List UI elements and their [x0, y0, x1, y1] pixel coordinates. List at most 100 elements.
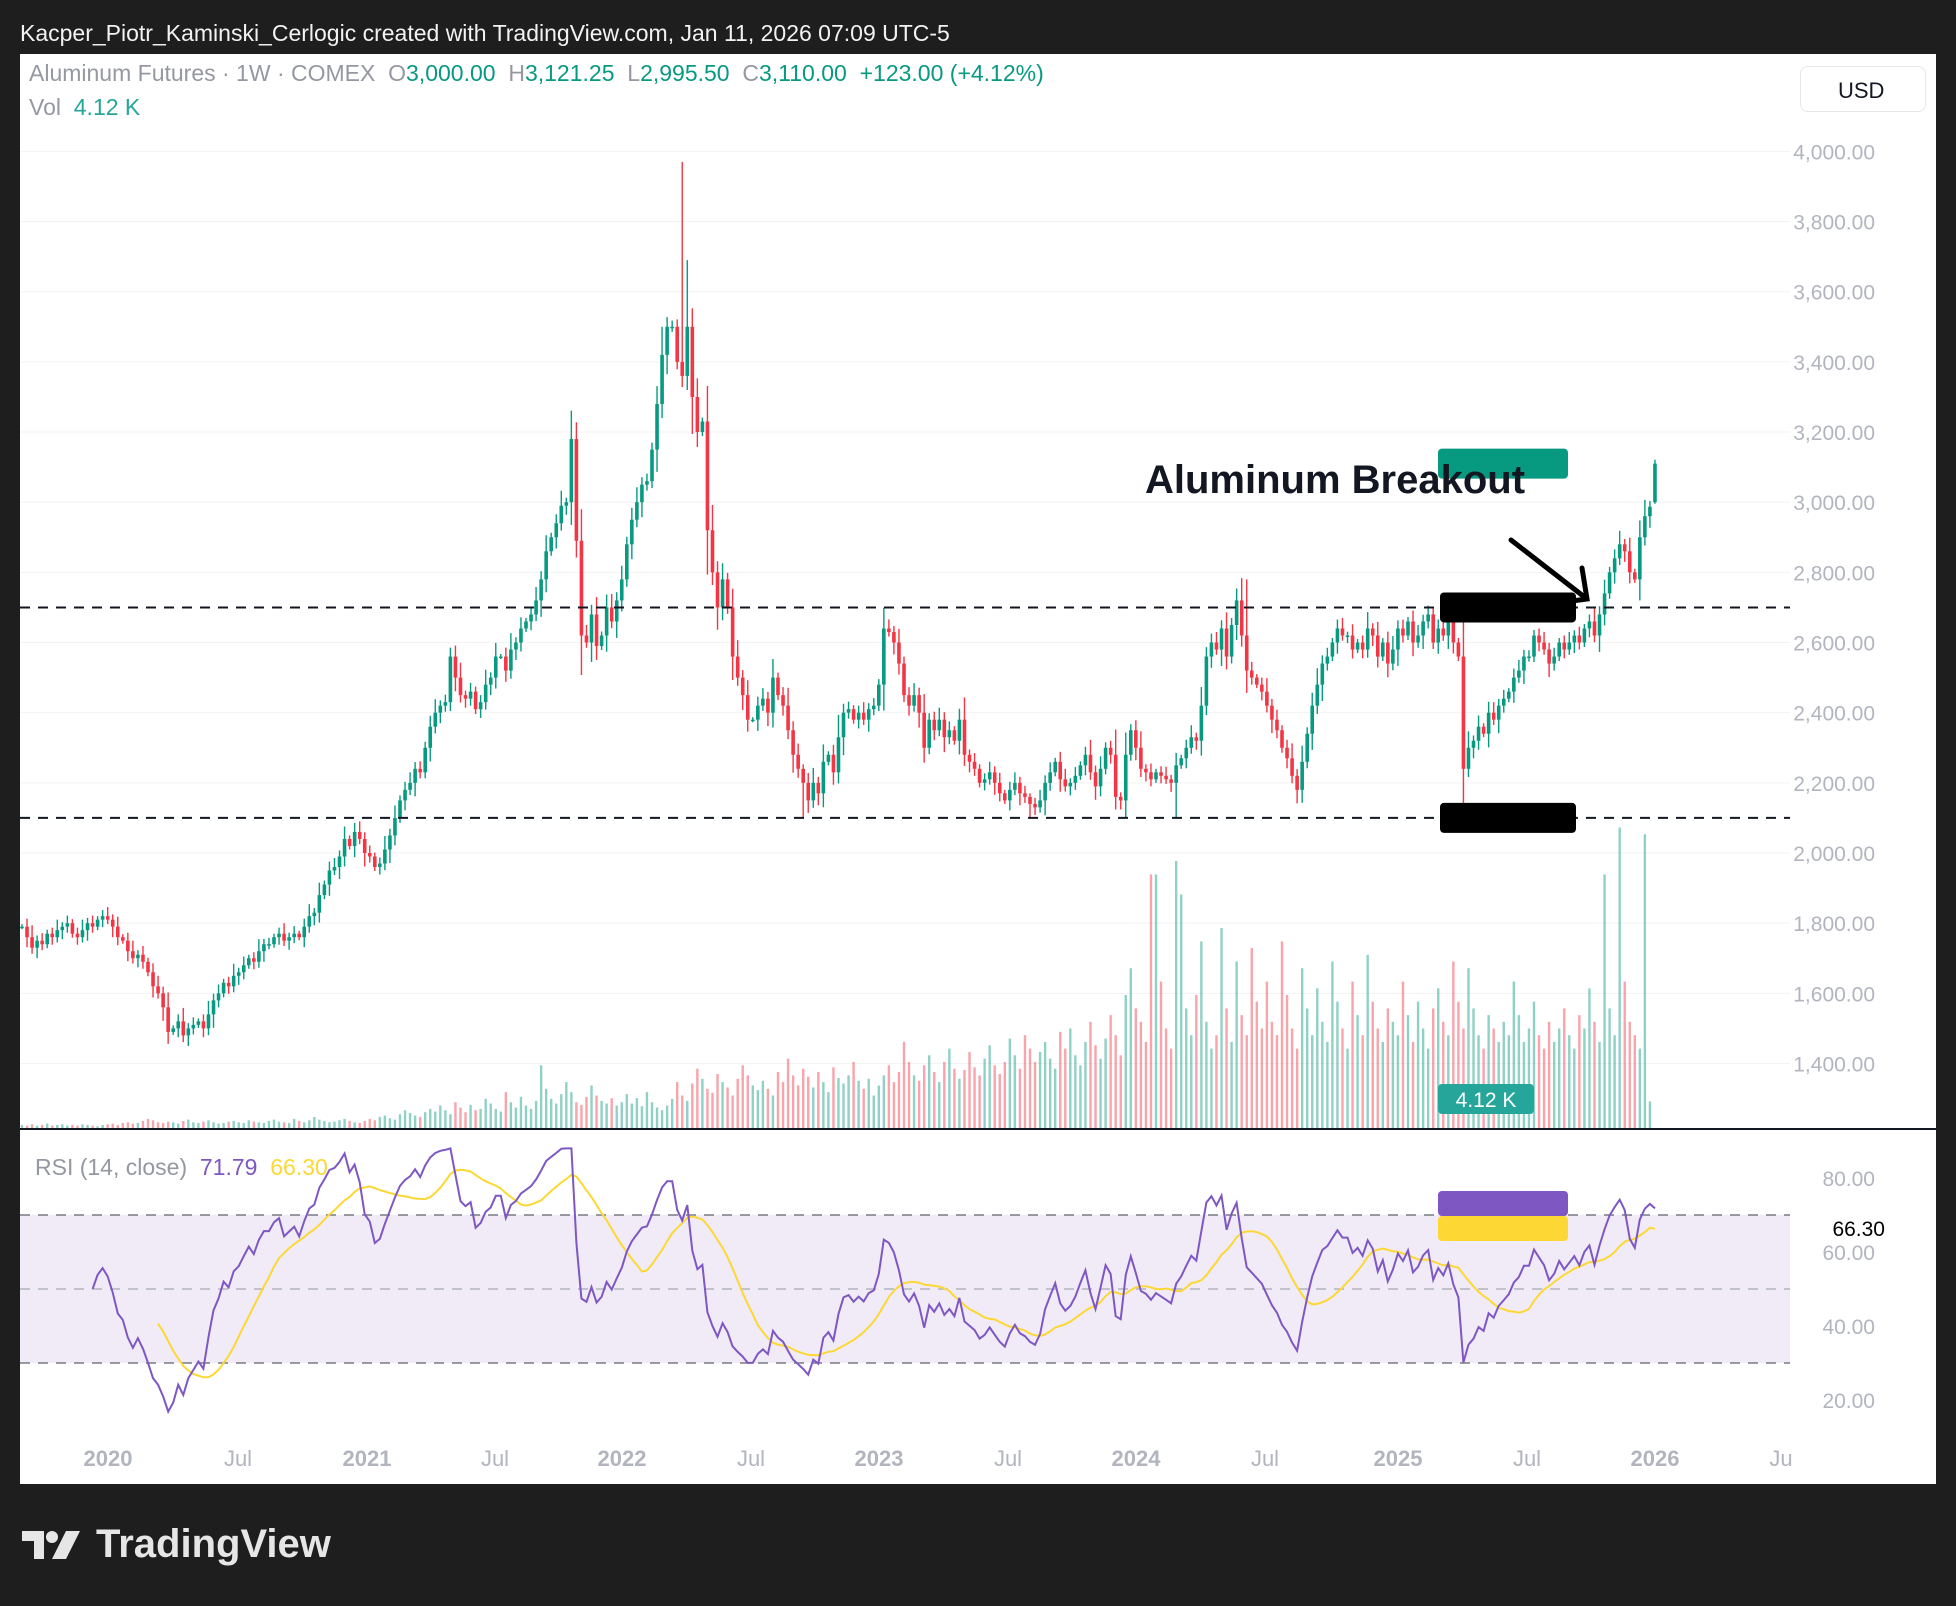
candle [1068, 778, 1073, 796]
volume-bar [494, 1108, 497, 1129]
candle-body [877, 684, 881, 706]
candle-body [1123, 754, 1128, 801]
candle-body [529, 614, 533, 622]
chart-panel[interactable]: 2,700.00 2,100.00 1,400.00 1,600.00 1,800.00… [20, 54, 1936, 1484]
candle-body [1491, 712, 1496, 720]
candle [1340, 617, 1345, 641]
candle [992, 766, 997, 795]
volume-bar [585, 1096, 588, 1129]
candle-body [766, 698, 770, 713]
volume-bar [192, 1122, 195, 1129]
candle-body [1003, 793, 1007, 801]
candle-body [1224, 628, 1229, 657]
candle [282, 923, 286, 946]
volume-bar [565, 1082, 568, 1129]
volume-bar [146, 1118, 150, 1129]
candle-body [413, 768, 417, 783]
candle-body [1058, 761, 1063, 780]
volume-bar [610, 1098, 613, 1129]
annotation-arrow-icon [1508, 537, 1590, 606]
candle [1622, 539, 1627, 562]
volume-bar [1265, 981, 1269, 1129]
candle [1360, 635, 1365, 659]
volume-bar [1628, 1021, 1631, 1129]
candle-body [670, 326, 674, 329]
candle [599, 631, 604, 651]
candle-body [483, 684, 488, 703]
volume-bar [837, 1078, 840, 1129]
volume-bar [499, 1111, 502, 1129]
candle-body [362, 838, 367, 853]
candle-body [559, 505, 564, 524]
candle [322, 880, 327, 900]
volume-bar [595, 1095, 598, 1129]
candle-body [902, 663, 906, 696]
candle [1149, 763, 1153, 787]
candle-body [1275, 719, 1279, 731]
candle [579, 509, 584, 675]
candle-body [1638, 537, 1642, 580]
volume-badge [1438, 1084, 1534, 1114]
volume-label[interactable]: Vol [29, 94, 61, 120]
price-axis-label: 2,600.00 [1793, 633, 1875, 656]
candle [710, 505, 715, 585]
candle-body [423, 747, 427, 773]
volume-bar [514, 1107, 518, 1129]
candle-body [1013, 782, 1017, 790]
chart-canvas[interactable]: 2,700.00 2,100.00 1,400.00 1,600.00 1,800.00… [20, 54, 1936, 1484]
candle [756, 696, 760, 731]
candle-body [1053, 761, 1057, 773]
volume-bar [1331, 961, 1334, 1129]
candle [1194, 732, 1199, 750]
candle [952, 726, 957, 745]
candle [1567, 631, 1572, 655]
symbol-name[interactable]: Aluminum Futures · 1W · COMEX [29, 60, 376, 86]
volume-bar [771, 1095, 775, 1129]
close-value: 3,110.00 [759, 60, 847, 86]
candle-body [599, 635, 604, 647]
time-axis-label: 2020 [84, 1446, 133, 1471]
candle [917, 687, 921, 728]
volume-bar [1406, 1015, 1410, 1129]
candle [977, 764, 982, 788]
volume-bar [958, 1078, 961, 1129]
candle [100, 910, 105, 928]
volume-bar [1084, 1041, 1087, 1129]
candle [1653, 459, 1657, 504]
candle-body [1411, 621, 1415, 643]
candle-body [660, 354, 664, 404]
candle-body [342, 838, 347, 857]
candle-body [221, 982, 226, 994]
candle [403, 781, 407, 811]
candle [861, 702, 866, 725]
volume-bar [676, 1082, 679, 1129]
candle [987, 761, 992, 785]
candle [604, 594, 609, 652]
currency-button[interactable]: USD [1800, 66, 1926, 112]
annotation-text[interactable]: Aluminum Breakout [1145, 458, 1526, 502]
candle-body [801, 768, 805, 783]
candle-body [655, 403, 659, 450]
candle [1633, 568, 1637, 583]
level-price-label: 2,700.00 [1803, 597, 1885, 620]
candle-body [1461, 656, 1466, 769]
candle [75, 927, 80, 945]
candle-body [1476, 726, 1481, 741]
candle [504, 647, 508, 682]
candle-body [1068, 782, 1073, 787]
candle-body [987, 772, 992, 780]
volume-bar [605, 1103, 608, 1129]
candle-body [1189, 737, 1194, 748]
price-axis-label: 2,200.00 [1793, 773, 1875, 796]
candle-body [40, 940, 44, 945]
volume-bar [86, 1124, 89, 1129]
rsi-title[interactable]: RSI (14, close) [35, 1154, 188, 1180]
volume-bar [429, 1108, 432, 1129]
candle-body [509, 649, 513, 671]
candle [619, 565, 624, 612]
candle [413, 762, 417, 797]
volume-bar [222, 1122, 225, 1129]
candle-body [942, 719, 947, 738]
candle-body [186, 1028, 191, 1036]
candle-body [1607, 572, 1612, 594]
